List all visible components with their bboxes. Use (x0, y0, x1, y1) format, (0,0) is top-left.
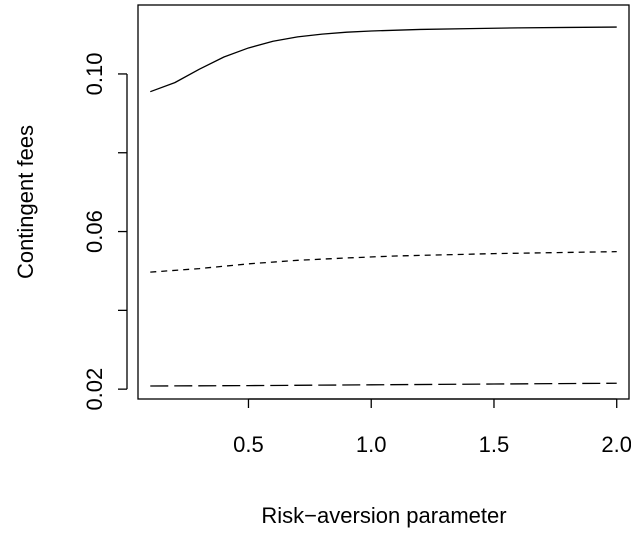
x-tick-label: 2.0 (601, 432, 631, 457)
y-axis: 0.02 0.06 0.10 (82, 53, 128, 411)
y-tick-label: 0.10 (82, 53, 107, 96)
x-tick-label: 1.5 (479, 432, 510, 457)
series-line-longdash (150, 382, 617, 387)
series-line-dashed (150, 250, 617, 273)
y-axis-title: Contingent fees (13, 125, 38, 279)
x-tick-label: 1.0 (356, 432, 387, 457)
plot-frame (137, 4, 630, 400)
x-tick-label: 0.5 (233, 432, 264, 457)
y-tick-label: 0.02 (82, 368, 107, 411)
series-layer (150, 26, 617, 387)
series-line-solid (150, 26, 617, 93)
y-tick-label: 0.06 (82, 210, 107, 253)
x-axis-title: Risk−aversion parameter (261, 503, 506, 528)
x-axis: 0.5 1.0 1.5 2.0 (233, 398, 631, 457)
